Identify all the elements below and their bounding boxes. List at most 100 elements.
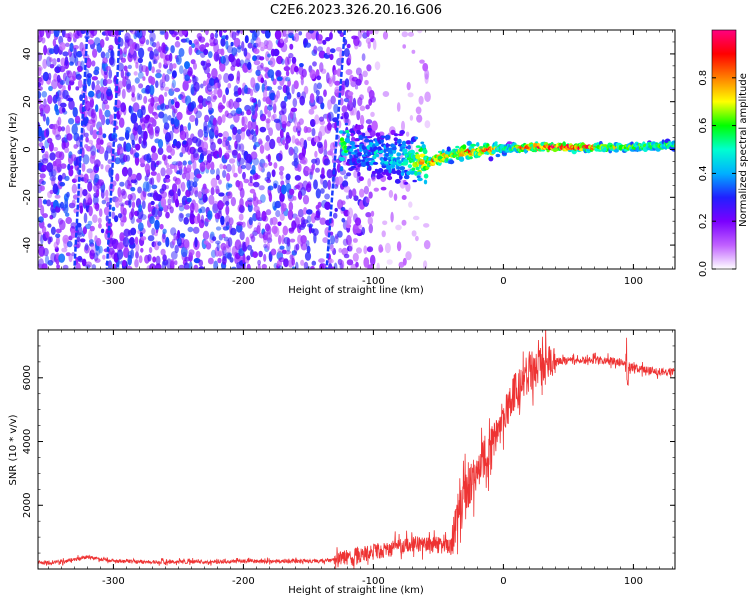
spectrogram-cell	[249, 88, 254, 97]
spectrogram-cell	[267, 153, 271, 163]
spectrogram-cell	[220, 37, 226, 47]
x-tick-label: -100	[362, 576, 385, 587]
spectrogram-cell	[283, 258, 289, 268]
spectrogram-cell	[310, 212, 316, 224]
spectrogram-cell	[313, 82, 318, 94]
spectrogram-cell	[361, 53, 366, 61]
spectrogram-cell	[86, 146, 92, 152]
spectrogram-cell	[210, 168, 215, 175]
spectrogram-cell	[154, 125, 160, 134]
colorbar-tick-label: 0.4	[698, 165, 709, 181]
spectrogram-cell	[215, 185, 220, 194]
spectrogram-cell	[243, 84, 248, 94]
spectrogram-cell	[299, 63, 304, 68]
spectrogram-cell	[129, 237, 135, 246]
spectrogram-cell	[52, 183, 59, 195]
spectrogram-cell	[357, 30, 362, 39]
spectrogram-cell	[248, 181, 255, 187]
spectrogram-cell	[157, 241, 162, 246]
spectrogram-cell	[260, 77, 265, 84]
spectrogram-cell	[52, 38, 57, 47]
spectrogram-cell	[372, 39, 377, 51]
spectrogram-cell	[96, 188, 100, 198]
spectrogram-cell	[206, 72, 211, 79]
spectrogram-cell	[98, 109, 103, 120]
spectrogram-cell	[187, 66, 193, 77]
spectrogram-cell	[260, 62, 264, 69]
spectrogram-cell	[207, 210, 213, 221]
spectrogram-cell	[213, 88, 219, 95]
spectrogram-cell	[62, 89, 69, 100]
spectrogram-cell	[298, 31, 303, 36]
spectrogram-cell	[182, 239, 190, 249]
spectrogram-cell	[148, 247, 153, 254]
spectrogram-cell	[38, 197, 43, 208]
spectrogram-cell	[295, 214, 302, 225]
spectrogram-cell	[210, 187, 215, 196]
spectrogram-cell	[107, 86, 112, 93]
spectrogram-cell	[230, 196, 236, 207]
spectrogram-cell	[184, 61, 190, 70]
spectrogram-cell	[175, 141, 181, 149]
spectrogram-cell	[65, 212, 70, 217]
spectrogram-track-cell	[399, 166, 406, 171]
spectrogram-cell	[320, 68, 327, 74]
spectrogram-cell	[320, 177, 324, 185]
spectrogram-cell	[236, 70, 241, 81]
spectrogram-cell	[292, 98, 298, 108]
spectrogram-cell	[122, 207, 127, 216]
spectrogram-track-cell	[469, 156, 473, 160]
spectrogram-cell	[59, 42, 66, 51]
spectrogram-cell	[402, 44, 407, 49]
spectrogram-cell	[343, 98, 350, 103]
spectrogram-cell	[337, 30, 343, 34]
spectrogram-cell	[382, 220, 388, 226]
spectrogram-cell	[104, 150, 109, 161]
spectrogram-cell	[314, 114, 320, 125]
spectrogram-cell	[343, 48, 350, 57]
spectrogram-cell	[224, 152, 230, 160]
spectrogram-cell	[388, 189, 394, 198]
spectrogram-cell	[332, 212, 338, 219]
spectrogram-cell	[261, 210, 267, 222]
spectrogram-cell	[135, 143, 141, 151]
spectrogram-cell	[227, 136, 232, 141]
spectrogram-cell	[188, 172, 195, 180]
spectrogram-cell	[320, 102, 325, 110]
spectrogram-track-cell	[441, 149, 445, 154]
spectrogram-cell	[204, 42, 210, 48]
spectrogram-cell	[59, 80, 65, 85]
colorbar-tick-label: 0.2	[698, 213, 709, 229]
spectrogram-cell	[262, 66, 269, 72]
spectrogram-track-cell	[401, 144, 407, 147]
spectrogram-cell	[135, 62, 139, 69]
spectrogram-cell	[398, 261, 405, 268]
spectrogram-cell	[405, 131, 410, 137]
spectrogram-cell	[105, 52, 110, 59]
snr-x-axis-label: Height of straight line (km)	[288, 585, 424, 596]
spectrogram-cell	[249, 175, 253, 184]
spectrogram-cell	[355, 228, 362, 234]
spectrogram-cell	[176, 111, 183, 121]
spectrogram-cell	[82, 189, 88, 197]
spectrogram-cell	[155, 263, 162, 269]
spectrogram-track-cell	[357, 171, 361, 177]
spectrogram-cell	[346, 43, 351, 49]
spectrogram-cell	[195, 110, 202, 119]
spectrogram-cell	[322, 179, 328, 189]
spectrogram-cell	[220, 55, 227, 64]
spectrogram-cell	[231, 31, 237, 41]
spectrogram-cell	[138, 136, 142, 145]
spectrogram-cell	[127, 175, 133, 187]
colorbar-ticks: 0.0 0.2 0.4 0.6 0.8	[698, 70, 736, 277]
spectrogram-cell	[200, 60, 206, 66]
spectrogram-cell	[161, 73, 166, 84]
spectrogram-track-cell	[398, 160, 403, 163]
spectrogram-cell	[53, 147, 59, 152]
spectrogram-cell	[368, 89, 375, 100]
spectrogram-cell	[165, 162, 170, 169]
spectrogram-cell	[258, 250, 263, 258]
spectrogram-cell	[58, 253, 66, 263]
spectrogram-cell	[365, 104, 370, 110]
spectrogram-cell	[192, 181, 198, 188]
